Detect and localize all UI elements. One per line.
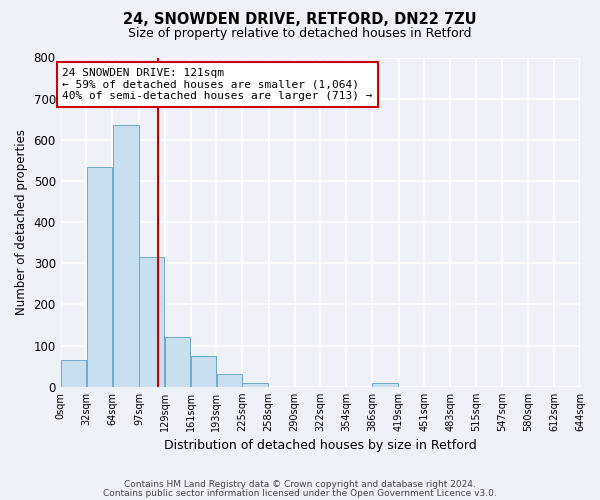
Bar: [165, 338, 190, 387]
Bar: [139, 257, 164, 387]
Bar: [87, 166, 112, 387]
Text: 24 SNOWDEN DRIVE: 121sqm
← 59% of detached houses are smaller (1,064)
40% of sem: 24 SNOWDEN DRIVE: 121sqm ← 59% of detach…: [62, 68, 373, 101]
Bar: [372, 382, 398, 387]
Text: Contains public sector information licensed under the Open Government Licence v3: Contains public sector information licen…: [103, 489, 497, 498]
Bar: [191, 356, 216, 387]
Bar: [217, 374, 242, 387]
Bar: [242, 382, 268, 387]
Bar: [113, 126, 139, 387]
Text: 24, SNOWDEN DRIVE, RETFORD, DN22 7ZU: 24, SNOWDEN DRIVE, RETFORD, DN22 7ZU: [123, 12, 477, 28]
Text: Size of property relative to detached houses in Retford: Size of property relative to detached ho…: [128, 28, 472, 40]
Bar: [61, 360, 86, 387]
Y-axis label: Number of detached properties: Number of detached properties: [15, 129, 28, 315]
Text: Contains HM Land Registry data © Crown copyright and database right 2024.: Contains HM Land Registry data © Crown c…: [124, 480, 476, 489]
X-axis label: Distribution of detached houses by size in Retford: Distribution of detached houses by size …: [164, 440, 477, 452]
